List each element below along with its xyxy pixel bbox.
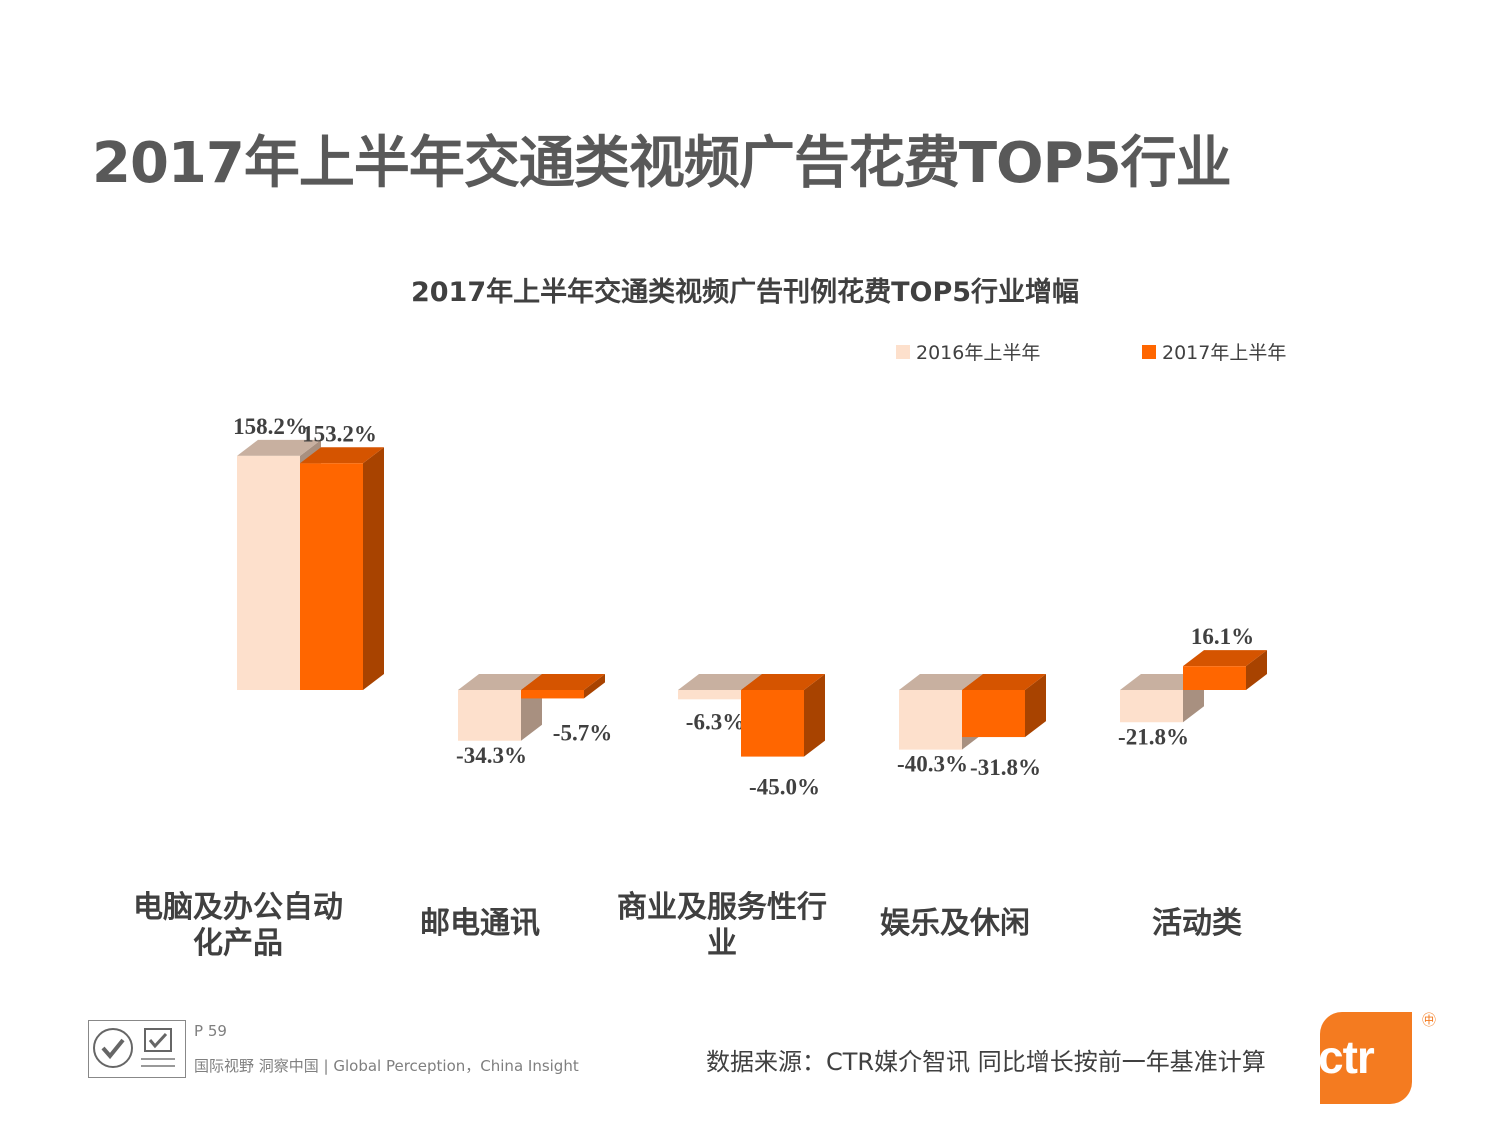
category-label-3-line-1: 商业及服务性行 bbox=[617, 890, 827, 925]
data-label-s2-c4: -31.8% bbox=[970, 755, 1041, 780]
legend-item-2016: 2016年上半年 bbox=[896, 338, 1040, 365]
category-label-2-line-1: 邮电通讯 bbox=[420, 906, 540, 941]
bar-s2-c4 bbox=[962, 690, 1025, 738]
bar-s2-c4-side bbox=[1025, 674, 1046, 738]
bar-s2-c4-top bbox=[962, 674, 1046, 690]
bar-s1-c2 bbox=[458, 690, 521, 741]
bar-s2-c5-top bbox=[1183, 650, 1267, 667]
bar-s2-c1-side bbox=[363, 447, 384, 690]
bar-s2-c2-side bbox=[584, 674, 605, 699]
category-label-4-line-1: 娱乐及休闲 bbox=[880, 906, 1030, 941]
bar-s2-c5-side bbox=[1246, 650, 1267, 690]
data-label-s2-c2: -5.7% bbox=[553, 720, 612, 745]
bar-s2-c5 bbox=[1183, 666, 1246, 690]
sgs-ukas-logo-icon bbox=[93, 1028, 175, 1068]
bar-s2-c1-top bbox=[300, 447, 384, 464]
bar-s1-c1-top bbox=[237, 439, 321, 456]
registered-mark-icon: ㊥ bbox=[1422, 1013, 1436, 1029]
bar-s1-c3-top bbox=[678, 674, 762, 690]
footer-slogan: 国际视野 洞察中国 | Global Perception，China Insi… bbox=[194, 1057, 579, 1075]
ctr-logo-text: ctr bbox=[1318, 1031, 1375, 1083]
bar-s1-c1 bbox=[237, 455, 300, 690]
page-title: 2017年上半年交通类视频广告花费TOP5行业 bbox=[92, 131, 1232, 196]
data-label-s2-c5: 16.1% bbox=[1191, 624, 1254, 649]
bar-s2-c3 bbox=[741, 690, 804, 757]
category-label-1-line-2: 化产品 bbox=[193, 926, 283, 961]
bar-s2-c1 bbox=[300, 463, 363, 690]
bar-s1-c5 bbox=[1120, 690, 1183, 723]
ctr-logo bbox=[1320, 1012, 1412, 1104]
legend-item-2017: 2017年上半年 bbox=[1142, 338, 1286, 365]
data-label-s1-c5: -21.8% bbox=[1118, 724, 1189, 749]
data-label-s1-c1: 158.2% bbox=[233, 414, 308, 439]
data-label-s2-c3: -45.0% bbox=[749, 775, 820, 800]
legend-label-2016: 2016年上半年 bbox=[916, 342, 1041, 364]
page-number: P 59 bbox=[194, 1022, 227, 1040]
data-label-s1-c3: -6.3% bbox=[686, 709, 745, 734]
category-label-4: 娱乐及休闲 bbox=[835, 906, 1075, 942]
data-label-s1-c2: -34.3% bbox=[456, 743, 527, 768]
category-label-3: 商业及服务性行业 bbox=[602, 890, 842, 962]
bar-s2-c2-top bbox=[521, 674, 605, 690]
data-source-note: 数据来源：CTR媒介智讯 同比增长按前一年基准计算 bbox=[706, 1048, 1266, 1076]
data-label-s2-c1: 153.2% bbox=[302, 421, 377, 446]
category-label-1-line-1: 电脑及办公自动 bbox=[133, 890, 343, 925]
bar-s1-c4 bbox=[899, 690, 962, 750]
bar-s1-c4-top bbox=[899, 674, 983, 690]
category-label-2: 邮电通讯 bbox=[360, 906, 600, 942]
bar-s2-c3-side bbox=[804, 674, 825, 757]
chart-title: 2017年上半年交通类视频广告刊例花费TOP5行业增幅 bbox=[410, 277, 1080, 308]
category-label-1: 电脑及办公自动 化产品 bbox=[118, 890, 358, 962]
category-label-3-line-2: 业 bbox=[707, 926, 737, 961]
legend-swatch-2017 bbox=[1142, 344, 1156, 359]
legend-label-2017: 2017年上半年 bbox=[1162, 342, 1287, 364]
certification-logos bbox=[88, 1020, 186, 1078]
bar-s2-c2 bbox=[521, 690, 584, 699]
legend-swatch-2016 bbox=[896, 344, 910, 359]
category-label-5: 活动类 bbox=[1077, 906, 1317, 942]
data-label-s1-c4: -40.3% bbox=[897, 752, 968, 777]
category-label-5-line-1: 活动类 bbox=[1152, 906, 1242, 941]
bar-s1-c3 bbox=[678, 690, 741, 700]
bar-s1-c2-top bbox=[458, 674, 542, 690]
bar-s2-c3-top bbox=[741, 674, 825, 690]
